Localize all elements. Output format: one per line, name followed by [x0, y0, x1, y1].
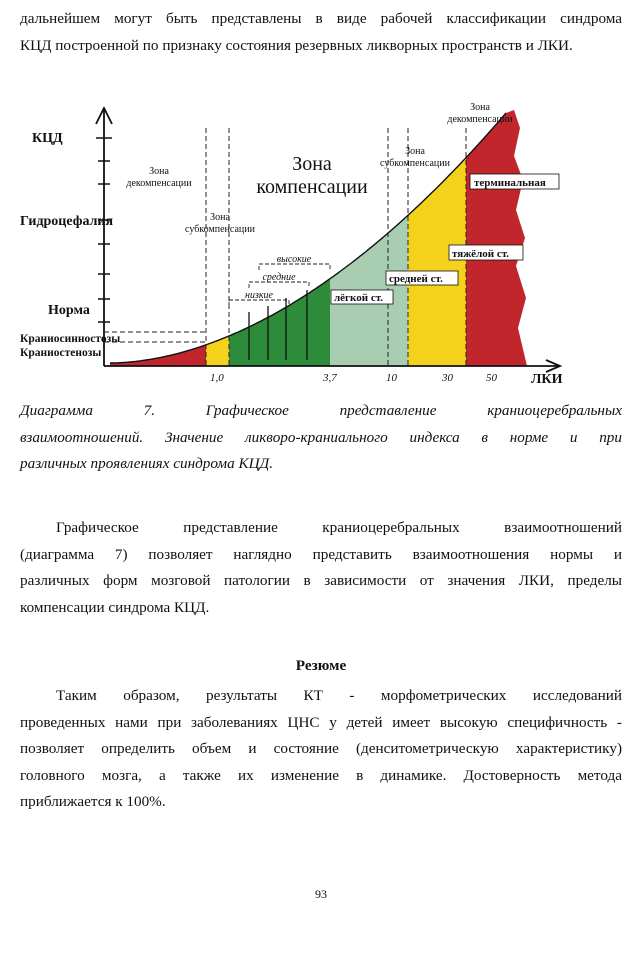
top-paragraph: дальнейшем могут быть представлены в вид…: [20, 6, 622, 59]
y-axis-arrow: [95, 105, 113, 125]
text-line: проведенных нами при заболеваниях ЦНС у …: [20, 713, 622, 731]
zone-label: декомпенсации: [126, 178, 192, 189]
severity-label: лёгкой ст.: [334, 292, 383, 304]
caption-line: взаимоотношений. Значение ликворо-краниа…: [20, 428, 622, 446]
label-box: [385, 270, 459, 286]
kcd-diagram: 1,0 3,7 10 30 50 ЛКИ КЦД Гидроцефалия Но…: [20, 102, 563, 387]
zone-label: субкомпенсации: [380, 158, 451, 169]
zone-label-main: компенсации: [256, 176, 368, 198]
area-band: [249, 317, 268, 366]
label-box: [448, 244, 524, 261]
label-box: [469, 173, 560, 190]
area-bands: [110, 110, 527, 366]
text-line: КЦД построенной по признаку состояния ре…: [20, 36, 573, 54]
text-line: позволяет определить объем и состояние (…: [20, 740, 622, 757]
y-level-label: Гидроцефалия: [20, 214, 113, 229]
page-number: 93: [315, 887, 327, 901]
text-line: различных форм мозговой патологии в зави…: [20, 572, 622, 589]
area-band: [268, 307, 286, 366]
kcd-curve: [110, 112, 507, 364]
text-line: (диаграмма 7) позволяет наглядно предста…: [20, 545, 622, 563]
range-bracket-vysokie: [258, 263, 331, 270]
caption-line: Диаграмма 7. Графическое представление к…: [20, 402, 622, 419]
diagram-caption: Диаграмма 7. Графическое представление к…: [20, 398, 622, 478]
zone-label: субкомпенсации: [185, 224, 256, 235]
severity-label: средней ст.: [389, 273, 443, 285]
y-level-label: Норма: [48, 303, 90, 318]
text-line: компенсации синдрома КЦД.: [20, 598, 210, 616]
zone-label: Зона: [405, 146, 425, 157]
zone-label: Зона: [210, 212, 230, 223]
label-box: [330, 289, 394, 305]
x-axis-arrow: [545, 359, 563, 373]
x-tick-label: 30: [441, 372, 454, 384]
x-tick-label: 50: [486, 372, 498, 384]
caption-line: различных проявлениях синдрома КЦД.: [20, 455, 274, 472]
area-band: [229, 327, 249, 366]
text-line: головного мозга, а также их изменение в …: [20, 766, 622, 784]
area-band: [286, 278, 330, 366]
x-tick-label: 1,0: [210, 372, 224, 384]
section-heading: Резюме: [295, 657, 347, 674]
y-level-label: Краниостенозы: [20, 347, 101, 359]
resume-paragraph: Таким образом, результаты КТ - морфометр…: [20, 683, 622, 816]
body-paragraph: Графическое представление краниоцеребрал…: [20, 515, 622, 621]
zone-label-main: Зона: [292, 153, 332, 175]
zone-label: Зона: [149, 166, 169, 177]
range-bracket-nizkie: [228, 299, 290, 306]
area-band: [443, 157, 466, 366]
severity-label: тяжёлой ст.: [452, 248, 509, 260]
range-bracket-srednie: [248, 281, 310, 288]
y-level-label: Краниосинностозы: [20, 333, 120, 345]
x-tick-label: 3,7: [322, 372, 337, 384]
zone-label: декомпенсации: [447, 114, 513, 125]
text-line: Графическое представление краниоцеребрал…: [56, 519, 622, 536]
text-line: Таким образом, результаты КТ - морфометр…: [56, 687, 622, 704]
band-label: высокие: [277, 254, 312, 265]
area-band: [110, 344, 206, 366]
text-line: дальнейшем могут быть представлены в вид…: [20, 10, 622, 27]
band-label: средние: [262, 272, 296, 283]
band-label: низкие: [245, 290, 274, 301]
severity-label: терминальная: [474, 177, 546, 189]
zone-label: Зона: [470, 102, 490, 113]
text-line: приближается к 100%.: [20, 793, 166, 810]
y-axis-label: КЦД: [32, 131, 63, 146]
x-tick-label: 10: [386, 372, 398, 384]
x-axis-label: ЛКИ: [531, 372, 563, 387]
